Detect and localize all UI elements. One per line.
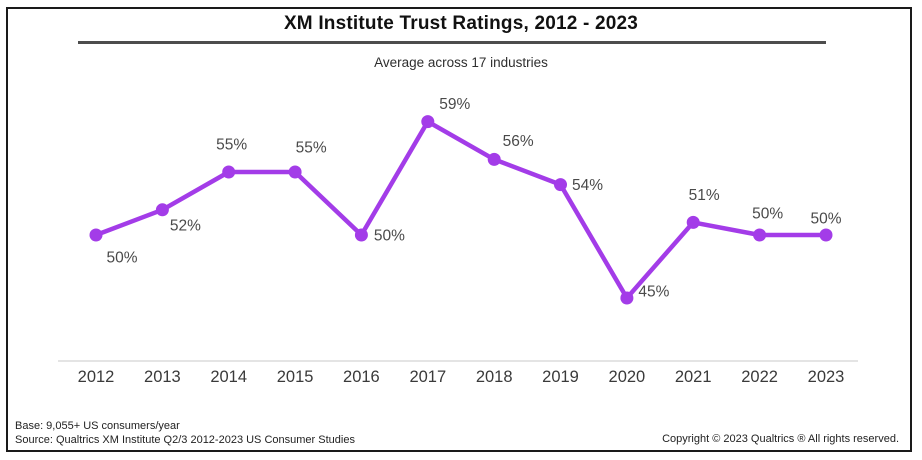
base-note: Base: 9,055+ US consumers/year bbox=[15, 420, 180, 432]
value-label-2012: 50% bbox=[106, 250, 137, 267]
data-point-2017 bbox=[421, 115, 435, 129]
data-point-2015 bbox=[288, 165, 302, 179]
data-point-2012 bbox=[89, 228, 103, 242]
copyright-note: Copyright © 2023 Qualtrics ® All rights … bbox=[662, 433, 899, 445]
data-point-2021 bbox=[686, 215, 700, 229]
data-point-2019 bbox=[554, 178, 567, 192]
data-point-2023 bbox=[819, 228, 833, 242]
x-tick-2018: 2018 bbox=[476, 368, 513, 386]
data-point-2013 bbox=[155, 203, 169, 217]
x-tick-2020: 2020 bbox=[609, 368, 646, 386]
x-tick-2015: 2015 bbox=[277, 368, 314, 386]
x-tick-2017: 2017 bbox=[409, 368, 446, 386]
value-label-2015: 55% bbox=[296, 140, 327, 157]
data-point-2014 bbox=[222, 165, 236, 179]
data-point-2016 bbox=[354, 228, 368, 242]
title-divider bbox=[78, 41, 826, 44]
data-point-2018 bbox=[487, 152, 501, 166]
value-label-2017: 59% bbox=[439, 96, 470, 113]
x-tick-2021: 2021 bbox=[675, 368, 712, 386]
value-label-2016: 50% bbox=[374, 228, 405, 245]
value-label-2020: 45% bbox=[638, 284, 669, 301]
chart-subtitle: Average across 17 industries bbox=[374, 55, 548, 70]
value-label-2023: 50% bbox=[810, 211, 841, 228]
value-label-2022: 50% bbox=[752, 206, 783, 223]
data-point-2022 bbox=[753, 228, 767, 242]
value-label-2013: 52% bbox=[170, 217, 201, 234]
value-label-2018: 56% bbox=[503, 133, 534, 150]
value-label-2021: 51% bbox=[689, 187, 720, 204]
x-tick-2012: 2012 bbox=[78, 368, 115, 386]
data-point-2020 bbox=[620, 291, 634, 305]
x-tick-2019: 2019 bbox=[542, 368, 579, 386]
x-tick-2013: 2013 bbox=[144, 368, 181, 386]
x-tick-2022: 2022 bbox=[741, 368, 778, 386]
source-note: Source: Qualtrics XM Institute Q2/3 2012… bbox=[15, 433, 355, 446]
x-tick-2016: 2016 bbox=[343, 368, 380, 386]
value-label-2019: 54% bbox=[572, 177, 603, 194]
chart-title: XM Institute Trust Ratings, 2012 - 2023 bbox=[283, 13, 639, 34]
trust-trend-line bbox=[93, 119, 829, 301]
value-label-2014: 55% bbox=[216, 137, 247, 154]
x-tick-2023: 2023 bbox=[808, 368, 845, 386]
x-tick-2014: 2014 bbox=[210, 368, 247, 386]
footer-notes: Base: 9,055+ US consumers/year Source: Q… bbox=[15, 420, 355, 447]
